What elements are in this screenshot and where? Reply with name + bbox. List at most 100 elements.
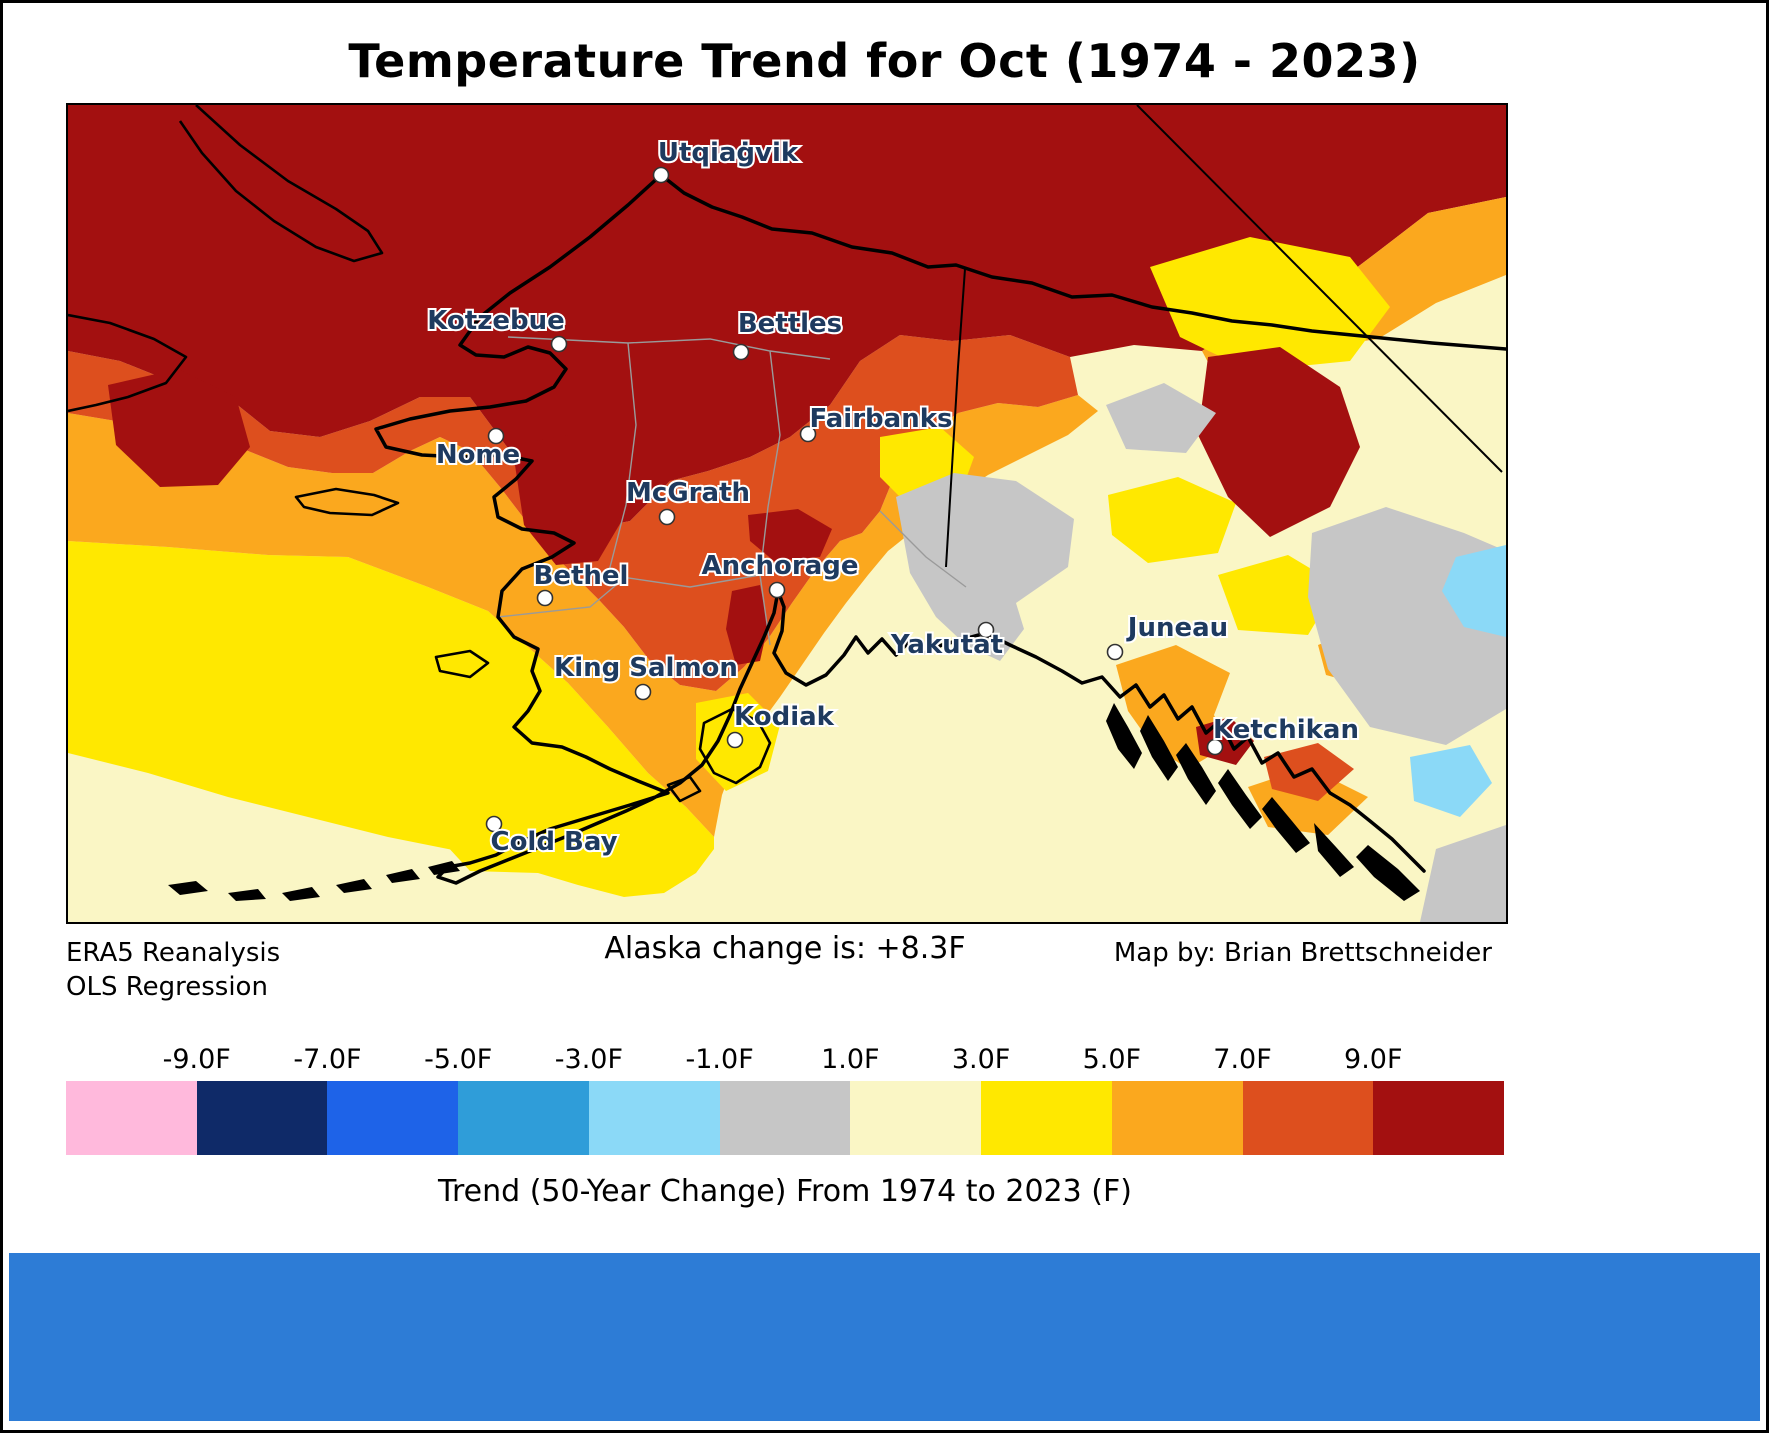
bottom-blue-band — [9, 1253, 1760, 1421]
legend-tick: -1.0F — [685, 1044, 754, 1075]
region-darkred-north-anchorage — [748, 509, 832, 561]
region-lightblue-right-lower — [1410, 745, 1492, 817]
city-dot — [487, 427, 505, 445]
legend-swatch — [1111, 1081, 1243, 1155]
yukon-nwt-border — [1136, 105, 1503, 473]
city-label: Nome — [436, 440, 520, 470]
region-orange-red — [68, 335, 1078, 691]
legend-swatch — [719, 1081, 851, 1155]
region-darkred-left-patch — [108, 369, 250, 487]
city-marker-kotzebue: Kotzebue — [425, 304, 568, 353]
city-dot — [658, 508, 676, 526]
alaska-change-text: Alaska change is: +8.3F — [604, 931, 966, 966]
region-yellow — [68, 541, 714, 897]
region-lightblue-right-upper — [1442, 545, 1506, 637]
region-dark-red — [68, 105, 1506, 531]
city-marker-juneau: Juneau — [1106, 611, 1230, 661]
legend-tick: 9.0F — [1344, 1044, 1403, 1075]
legend-swatch — [66, 1081, 197, 1155]
city-label: Kodiak — [734, 702, 835, 732]
legend-swatch — [981, 1081, 1112, 1155]
data-source-line2: OLS Regression — [66, 972, 268, 1002]
city-dot — [550, 335, 568, 353]
city-dot — [726, 731, 744, 749]
legend-tick-labels: -9.0F -7.0F -5.0F -3.0F -1.0F 1.0F 3.0F … — [66, 1044, 1504, 1080]
region-orange — [68, 395, 1098, 837]
city-dot — [1206, 738, 1224, 756]
city-marker-bethel: Bethel — [532, 559, 630, 607]
legend-tick: 3.0F — [951, 1044, 1011, 1075]
city-dot — [536, 589, 554, 607]
city-marker-nome: Nome — [434, 427, 522, 472]
map-svg: Utqiaġvik Kotzebue Bettles Nome Fairbank… — [68, 105, 1506, 922]
city-label: Bettles — [738, 309, 842, 339]
city-label: Ketchikan — [1213, 715, 1359, 745]
city-marker-mcgrath: McGrath — [624, 476, 752, 526]
city-label: Utqiaġvik — [658, 138, 799, 168]
city-marker-fairbanks: Fairbanks — [799, 402, 954, 443]
island-st-lawrence — [294, 487, 400, 517]
city-label: Bethel — [534, 561, 629, 591]
city-label: Juneau — [1126, 613, 1228, 643]
page-title: Temperature Trend for Oct (1974 - 2023) — [348, 34, 1421, 88]
city-label: Cold Bay — [490, 827, 617, 857]
city-dot — [768, 581, 786, 599]
legend-swatch — [1242, 1081, 1374, 1155]
region-yellow-topright — [1150, 237, 1390, 371]
data-source-line1: ERA5 Reanalysis — [66, 938, 281, 968]
island-kodiak — [666, 707, 772, 803]
city-marker-cold-bay: Cold Bay — [485, 815, 620, 859]
legend-color-bar — [66, 1081, 1505, 1155]
city-label: Yakutat — [890, 630, 1003, 660]
legend-caption: Trend (50-Year Change) From 1974 to 2023… — [438, 1174, 1132, 1209]
region-gray-bottomright — [1420, 825, 1506, 922]
city-marker-king-salmon: King Salmon — [552, 651, 740, 701]
legend-swatch — [1373, 1081, 1505, 1155]
panhandle-islands — [1106, 703, 1420, 901]
coastline-arctic — [659, 173, 1506, 351]
legend-tick: -3.0F — [554, 1044, 624, 1075]
coastline-mainland — [374, 173, 1426, 885]
island-nunivak — [434, 649, 490, 679]
legend-swatch — [458, 1081, 589, 1155]
city-marker-yakutat: Yakutat — [888, 621, 1005, 662]
region-gray-ne-fairbanks — [1106, 383, 1216, 453]
city-label: Anchorage — [701, 551, 858, 581]
legend-tick: 1.0F — [821, 1044, 880, 1075]
city-marker-utqiagvik: Utqiaġvik — [652, 136, 801, 184]
city-marker-ketchikan: Ketchikan — [1206, 713, 1361, 756]
borough-boundaries — [497, 336, 967, 646]
city-dot — [485, 815, 503, 833]
legend-swatch — [327, 1081, 459, 1155]
city-label: King Salmon — [554, 653, 738, 683]
city-label: Fairbanks — [810, 404, 953, 434]
city-label: Kotzebue — [427, 306, 565, 336]
city-dot — [652, 166, 670, 184]
city-label: McGrath — [626, 478, 750, 508]
map-credit: Map by: Brian Brettschneider — [1113, 938, 1492, 968]
legend-tick: 5.0F — [1082, 1044, 1142, 1075]
legend-swatch — [588, 1081, 720, 1155]
city-dot — [732, 343, 750, 361]
aleutian-islands — [168, 861, 460, 901]
alaska-yukon-border — [945, 268, 966, 568]
city-dot — [977, 621, 995, 639]
alaska-map: Utqiaġvik Kotzebue Bettles Nome Fairbank… — [66, 103, 1508, 924]
city-marker-kodiak: Kodiak — [726, 700, 837, 749]
city-dot — [634, 683, 652, 701]
legend-tick: -7.0F — [293, 1044, 362, 1075]
legend: -9.0F -7.0F -5.0F -3.0F -1.0F 1.0F 3.0F … — [66, 1044, 1505, 1220]
city-marker-bettles: Bettles — [732, 307, 844, 361]
legend-tick: -9.0F — [162, 1044, 231, 1075]
legend-swatch — [196, 1081, 328, 1155]
city-dot — [799, 425, 817, 443]
region-darkred-southwest-anchorage — [726, 585, 768, 665]
legend-swatch — [850, 1081, 982, 1155]
legend-tick: 7.0F — [1213, 1044, 1272, 1075]
region-yellow-midright-1 — [1108, 477, 1236, 563]
legend-tick: -5.0F — [424, 1044, 493, 1075]
data-source-note: ERA5 Reanalysis OLS Regression — [66, 936, 280, 1004]
city-marker-anchorage: Anchorage — [699, 549, 861, 599]
coastline-chukotka — [68, 105, 384, 413]
region-gray-glaciers — [896, 473, 1074, 661]
